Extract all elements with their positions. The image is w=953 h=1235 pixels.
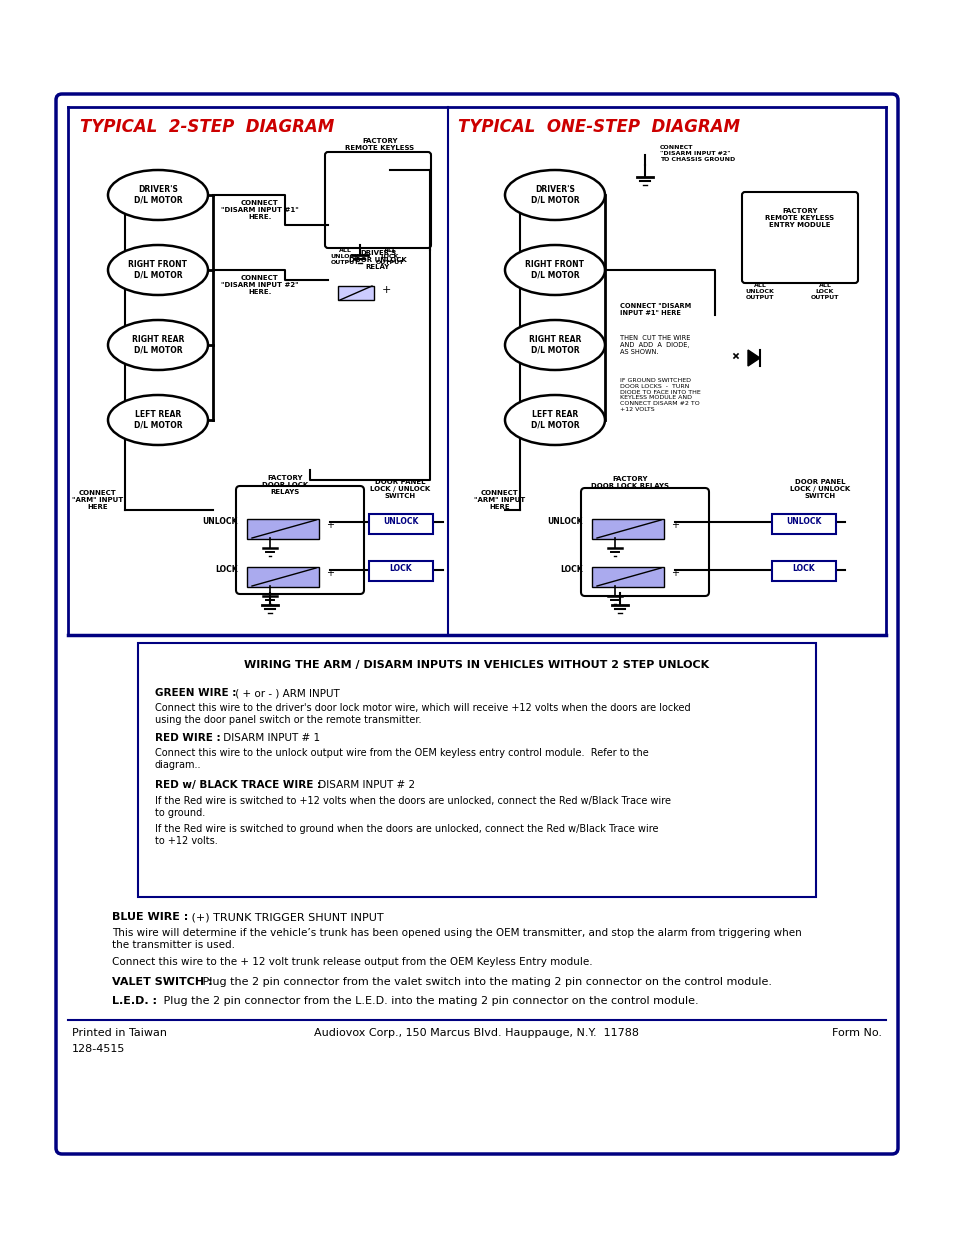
Text: Form No.: Form No. (831, 1028, 882, 1037)
FancyBboxPatch shape (741, 191, 857, 283)
Text: RED WIRE :: RED WIRE : (154, 734, 220, 743)
Text: Plug the 2 pin connector from the valet switch into the mating 2 pin connector o: Plug the 2 pin connector from the valet … (199, 977, 771, 987)
Text: CONNECT
"ARM" INPUT
HERE: CONNECT "ARM" INPUT HERE (72, 490, 124, 510)
Text: LOCK: LOCK (792, 564, 815, 573)
Text: RED w/ BLACK TRACE WIRE :: RED w/ BLACK TRACE WIRE : (154, 781, 321, 790)
FancyBboxPatch shape (337, 287, 374, 300)
Text: DRIVER'S
DOOR UNLOCK
RELAY: DRIVER'S DOOR UNLOCK RELAY (349, 249, 406, 270)
Text: 128-4515: 128-4515 (71, 1044, 125, 1053)
Text: WIRING THE ARM / DISARM INPUTS IN VEHICLES WITHOUT 2 STEP UNLOCK: WIRING THE ARM / DISARM INPUTS IN VEHICL… (244, 659, 709, 671)
Text: RIGHT FRONT
D/L MOTOR: RIGHT FRONT D/L MOTOR (129, 261, 188, 279)
Text: FACTORY
REMOTE KEYLESS
ENTRY MODULE: FACTORY REMOTE KEYLESS ENTRY MODULE (764, 207, 834, 228)
Text: LOCK: LOCK (389, 564, 412, 573)
Text: RIGHT FRONT
D/L MOTOR: RIGHT FRONT D/L MOTOR (525, 261, 584, 279)
Text: RIGHT REAR
D/L MOTOR: RIGHT REAR D/L MOTOR (528, 335, 580, 354)
Text: Connect this wire to the + 12 volt trunk release output from the OEM Keyless Ent: Connect this wire to the + 12 volt trunk… (112, 957, 592, 967)
Text: +: + (670, 520, 679, 530)
Text: Audiovox Corp., 150 Marcus Blvd. Hauppauge, N.Y.  11788: Audiovox Corp., 150 Marcus Blvd. Hauppau… (314, 1028, 639, 1037)
FancyBboxPatch shape (235, 487, 364, 594)
Text: CONNECT
"ARM" INPUT
HERE: CONNECT "ARM" INPUT HERE (474, 490, 525, 510)
Text: UNLOCK: UNLOCK (785, 517, 821, 526)
Text: CONNECT
"DISARM INPUT #1"
HERE.: CONNECT "DISARM INPUT #1" HERE. (221, 200, 298, 220)
FancyBboxPatch shape (247, 567, 318, 587)
Text: Printed in Taiwan: Printed in Taiwan (71, 1028, 167, 1037)
Text: CONNECT
"DISARM INPUT #2"
TO CHASSIS GROUND: CONNECT "DISARM INPUT #2" TO CHASSIS GRO… (659, 144, 735, 162)
Text: Connect this wire to the driver's door lock motor wire, which will receive +12 v: Connect this wire to the driver's door l… (154, 703, 690, 725)
Text: UNLOCK: UNLOCK (547, 517, 582, 526)
Text: LOCK: LOCK (559, 564, 582, 574)
Ellipse shape (108, 395, 208, 445)
FancyBboxPatch shape (369, 514, 433, 534)
Ellipse shape (504, 245, 604, 295)
FancyBboxPatch shape (771, 514, 835, 534)
Text: LEFT REAR
D/L MOTOR: LEFT REAR D/L MOTOR (133, 410, 182, 430)
Text: This wire will determine if the vehicle’s trunk has been opened using the OEM tr: This wire will determine if the vehicle’… (112, 927, 801, 950)
Ellipse shape (504, 320, 604, 370)
Text: DOOR PANEL
LOCK / UNLOCK
SWITCH: DOOR PANEL LOCK / UNLOCK SWITCH (370, 479, 430, 499)
Text: ALL
LOCK
OUTPUT: ALL LOCK OUTPUT (810, 283, 839, 300)
FancyBboxPatch shape (138, 643, 815, 897)
Text: TYPICAL  ONE-STEP  DIAGRAM: TYPICAL ONE-STEP DIAGRAM (457, 119, 740, 136)
Text: RIGHT REAR
D/L MOTOR: RIGHT REAR D/L MOTOR (132, 335, 184, 354)
Text: THEN  CUT THE WIRE
AND  ADD  A  DIODE,
AS SHOWN.: THEN CUT THE WIRE AND ADD A DIODE, AS SH… (619, 335, 690, 354)
Text: Connect this wire to the unlock output wire from the OEM keyless entry control m: Connect this wire to the unlock output w… (154, 748, 648, 769)
FancyBboxPatch shape (580, 488, 708, 597)
FancyBboxPatch shape (325, 152, 431, 248)
Text: +: + (381, 285, 391, 295)
Text: LOCK: LOCK (215, 564, 237, 574)
Text: DRIVER'S
D/L MOTOR: DRIVER'S D/L MOTOR (133, 185, 182, 205)
FancyBboxPatch shape (592, 567, 663, 587)
Text: DOOR PANEL
LOCK / UNLOCK
SWITCH: DOOR PANEL LOCK / UNLOCK SWITCH (789, 479, 849, 499)
FancyBboxPatch shape (592, 519, 663, 538)
Text: FACTORY
DOOR LOCK
RELAYS: FACTORY DOOR LOCK RELAYS (262, 475, 308, 495)
FancyBboxPatch shape (56, 94, 897, 1153)
Ellipse shape (504, 170, 604, 220)
FancyBboxPatch shape (771, 561, 835, 580)
Text: CONNECT
"DISARM INPUT #2"
HERE.: CONNECT "DISARM INPUT #2" HERE. (221, 275, 298, 295)
Ellipse shape (504, 395, 604, 445)
Text: ( + or - ) ARM INPUT: ( + or - ) ARM INPUT (232, 688, 339, 698)
Text: If the Red wire is switched to ground when the doors are unlocked, connect the R: If the Red wire is switched to ground wh… (154, 824, 658, 846)
Ellipse shape (108, 245, 208, 295)
Text: CONNECT "DISARM
INPUT #1" HERE: CONNECT "DISARM INPUT #1" HERE (619, 303, 691, 316)
Text: IF GROUND SWITCHED
DOOR LOCKS  -  TURN
DIODE TO FACE INTO THE
KEYLESS MODULE AND: IF GROUND SWITCHED DOOR LOCKS - TURN DIO… (619, 378, 700, 412)
Text: +: + (326, 520, 334, 530)
Text: If the Red wire is switched to +12 volts when the doors are unlocked, connect th: If the Red wire is switched to +12 volts… (154, 797, 670, 818)
Text: UNLOCK: UNLOCK (202, 517, 237, 526)
Text: GREEN WIRE :: GREEN WIRE : (154, 688, 236, 698)
Text: FACTORY
REMOTE KEYLESS
ENTRY MODULE: FACTORY REMOTE KEYLESS ENTRY MODULE (345, 138, 415, 158)
Text: LEFT REAR
D/L MOTOR: LEFT REAR D/L MOTOR (530, 410, 578, 430)
Ellipse shape (108, 320, 208, 370)
FancyBboxPatch shape (369, 561, 433, 580)
Polygon shape (747, 350, 760, 366)
Text: Plug the 2 pin connector from the L.E.D. into the mating 2 pin connector on the : Plug the 2 pin connector from the L.E.D.… (160, 995, 698, 1007)
Text: VALET SWITCH :: VALET SWITCH : (112, 977, 213, 987)
Ellipse shape (108, 170, 208, 220)
Text: +: + (670, 568, 679, 578)
Text: (+) TRUNK TRIGGER SHUNT INPUT: (+) TRUNK TRIGGER SHUNT INPUT (188, 911, 383, 923)
Text: DISARM INPUT # 1: DISARM INPUT # 1 (220, 734, 320, 743)
Text: BLUE WIRE :: BLUE WIRE : (112, 911, 188, 923)
Text: TYPICAL  2-STEP  DIAGRAM: TYPICAL 2-STEP DIAGRAM (80, 119, 334, 136)
FancyBboxPatch shape (247, 519, 318, 538)
Text: ALL
UNLOCK
OUTPUT: ALL UNLOCK OUTPUT (331, 248, 359, 264)
Text: +: + (326, 568, 334, 578)
Text: ALL
LOCK
OUTPUT: ALL LOCK OUTPUT (375, 248, 404, 264)
Text: DISARM INPUT # 2: DISARM INPUT # 2 (314, 781, 415, 790)
Text: L.E.D. :: L.E.D. : (112, 995, 157, 1007)
Text: UNLOCK: UNLOCK (383, 517, 418, 526)
Text: ALL
UNLOCK
OUTPUT: ALL UNLOCK OUTPUT (745, 283, 774, 300)
Text: FACTORY
DOOR LOCK RELAYS: FACTORY DOOR LOCK RELAYS (590, 475, 668, 489)
Text: DRIVER'S
D/L MOTOR: DRIVER'S D/L MOTOR (530, 185, 578, 205)
